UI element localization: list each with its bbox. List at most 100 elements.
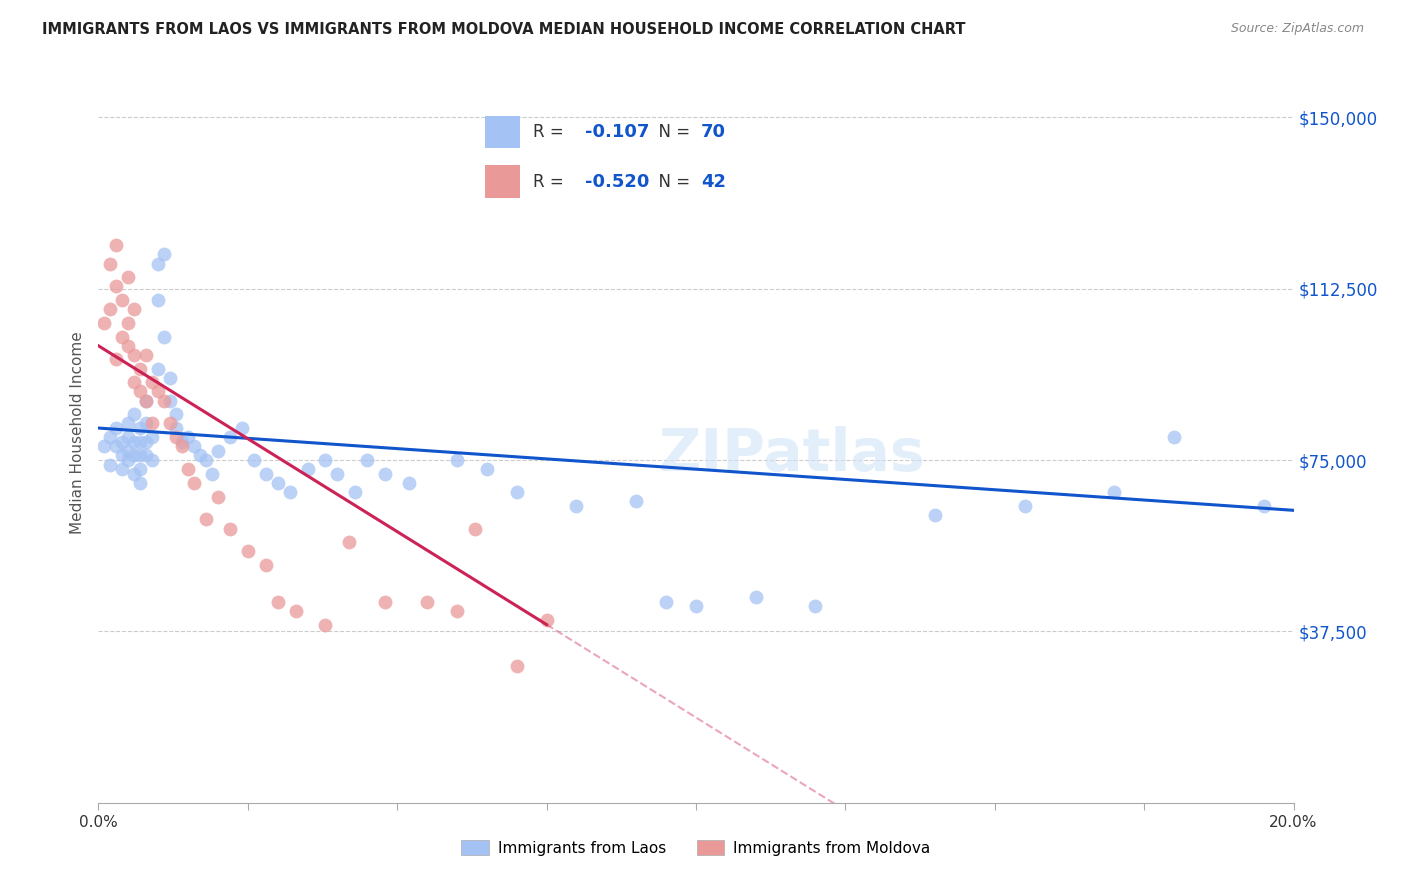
Legend: Immigrants from Laos, Immigrants from Moldova: Immigrants from Laos, Immigrants from Mo… [456, 834, 936, 862]
Point [117, 270, 139, 285]
Point [201, 467, 224, 481]
Point [177, 462, 200, 476]
Point [117, 430, 139, 444]
Point [98, 430, 122, 444]
Point [254, 467, 277, 481]
Point [141, 430, 163, 444]
Point [117, 443, 139, 458]
Point [446, 453, 468, 467]
Point [924, 508, 946, 522]
Point [124, 434, 146, 449]
Point [135, 348, 157, 362]
Point [475, 462, 498, 476]
Point [1014, 499, 1036, 513]
Point [804, 599, 827, 614]
Point [129, 434, 152, 449]
Point [416, 595, 439, 609]
Point [153, 393, 176, 408]
Point [111, 293, 134, 307]
Point [297, 462, 319, 476]
Text: IMMIGRANTS FROM LAOS VS IMMIGRANTS FROM MOLDOVA MEDIAN HOUSEHOLD INCOME CORRELAT: IMMIGRANTS FROM LAOS VS IMMIGRANTS FROM … [42, 22, 966, 37]
Point [195, 512, 218, 526]
Point [117, 316, 139, 330]
Point [356, 453, 378, 467]
Point [129, 421, 152, 435]
Point [141, 417, 163, 431]
Point [284, 604, 307, 618]
Point [148, 256, 170, 270]
Point [267, 475, 290, 490]
Point [135, 393, 157, 408]
Point [177, 430, 200, 444]
Point [565, 499, 588, 513]
Point [129, 475, 152, 490]
Point [105, 279, 128, 293]
Point [124, 408, 146, 422]
Point [315, 617, 337, 632]
Text: Source: ZipAtlas.com: Source: ZipAtlas.com [1230, 22, 1364, 36]
Point [165, 408, 187, 422]
Point [135, 393, 157, 408]
Point [1163, 430, 1185, 444]
Point [111, 462, 134, 476]
Point [124, 449, 146, 463]
Point [183, 475, 205, 490]
Point [165, 430, 187, 444]
Point [159, 371, 181, 385]
Point [111, 449, 134, 463]
Point [655, 595, 678, 609]
Point [183, 439, 205, 453]
Point [135, 434, 157, 449]
Point [1253, 499, 1275, 513]
Point [148, 361, 170, 376]
Point [93, 439, 115, 453]
Point [159, 417, 181, 431]
Point [135, 417, 157, 431]
Point [141, 453, 163, 467]
Point [129, 449, 152, 463]
Point [153, 247, 176, 261]
Point [464, 522, 486, 536]
Point [117, 417, 139, 431]
Point [685, 599, 707, 614]
Point [117, 339, 139, 353]
Point [105, 352, 128, 367]
Point [153, 329, 176, 343]
Text: ZIPatlas: ZIPatlas [658, 426, 925, 483]
Point [117, 453, 139, 467]
Point [315, 453, 337, 467]
Point [124, 376, 146, 390]
Point [98, 458, 122, 472]
Point [231, 421, 253, 435]
Point [129, 361, 152, 376]
Point [243, 453, 266, 467]
Point [124, 302, 146, 317]
Y-axis label: Median Household Income: Median Household Income [70, 331, 86, 534]
Point [172, 434, 194, 449]
Point [98, 302, 122, 317]
Point [195, 453, 218, 467]
Point [165, 421, 187, 435]
Point [105, 421, 128, 435]
Point [1104, 485, 1126, 500]
Point [278, 485, 301, 500]
Point [398, 475, 420, 490]
Point [188, 449, 211, 463]
Point [236, 544, 259, 558]
Point [536, 613, 558, 627]
Point [111, 329, 134, 343]
Point [148, 384, 170, 399]
Point [339, 535, 361, 549]
Point [207, 490, 229, 504]
Point [446, 604, 468, 618]
Point [219, 430, 242, 444]
Point [374, 467, 396, 481]
Point [105, 238, 128, 252]
Point [148, 293, 170, 307]
Point [93, 316, 115, 330]
Point [374, 595, 396, 609]
Point [745, 590, 768, 604]
Point [172, 439, 194, 453]
Point [326, 467, 349, 481]
Point [219, 522, 242, 536]
